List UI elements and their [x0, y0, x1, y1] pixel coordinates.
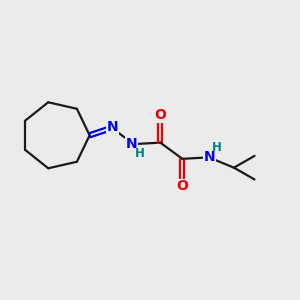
Text: H: H	[212, 141, 222, 154]
Text: N: N	[126, 137, 137, 151]
Text: N: N	[204, 150, 215, 164]
Text: H: H	[135, 147, 145, 160]
Text: O: O	[176, 179, 188, 193]
Text: O: O	[154, 108, 166, 122]
Text: N: N	[106, 120, 118, 134]
